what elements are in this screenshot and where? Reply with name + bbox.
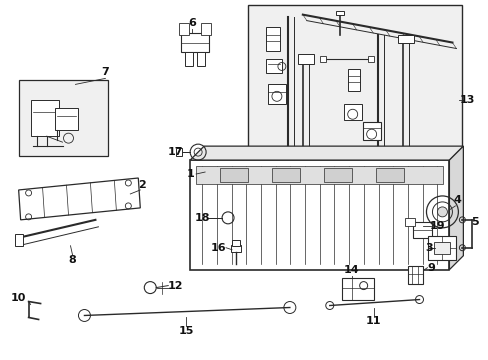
Bar bbox=[185, 53, 193, 67]
Bar bbox=[232, 240, 240, 246]
Polygon shape bbox=[190, 146, 463, 160]
Bar bbox=[335, 11, 343, 15]
Polygon shape bbox=[448, 146, 463, 270]
Text: 4: 4 bbox=[452, 195, 460, 205]
Bar bbox=[319, 57, 325, 62]
Bar bbox=[201, 23, 211, 35]
Text: 13: 13 bbox=[459, 95, 474, 105]
Text: 17: 17 bbox=[167, 147, 183, 157]
Bar bbox=[55, 108, 78, 130]
Bar bbox=[265, 59, 281, 73]
Text: 11: 11 bbox=[365, 316, 381, 327]
Bar bbox=[341, 278, 373, 300]
Bar bbox=[323, 168, 351, 182]
Bar bbox=[197, 53, 204, 67]
Bar bbox=[407, 266, 423, 284]
Bar bbox=[19, 80, 108, 156]
Text: 16: 16 bbox=[210, 243, 225, 253]
Bar bbox=[367, 57, 373, 62]
Bar bbox=[196, 166, 443, 184]
Bar bbox=[31, 100, 59, 136]
Bar bbox=[427, 236, 455, 260]
Text: 2: 2 bbox=[138, 180, 146, 190]
Bar bbox=[247, 5, 462, 196]
Bar bbox=[297, 54, 313, 64]
Bar bbox=[362, 122, 380, 140]
Text: 3: 3 bbox=[425, 243, 432, 253]
Text: 19: 19 bbox=[429, 221, 445, 231]
Bar bbox=[179, 23, 189, 35]
Text: 6: 6 bbox=[188, 18, 196, 28]
Bar bbox=[271, 168, 299, 182]
Text: 18: 18 bbox=[194, 213, 209, 223]
Text: 1: 1 bbox=[186, 169, 194, 179]
Polygon shape bbox=[19, 178, 140, 220]
Bar bbox=[343, 104, 361, 120]
Bar bbox=[181, 32, 209, 53]
Bar bbox=[265, 27, 279, 50]
Bar bbox=[397, 180, 413, 188]
Bar bbox=[347, 69, 359, 91]
Text: 9: 9 bbox=[427, 263, 434, 273]
Text: 8: 8 bbox=[68, 255, 76, 265]
Text: 15: 15 bbox=[178, 327, 193, 336]
Bar bbox=[230, 245, 241, 252]
Bar bbox=[220, 168, 247, 182]
Text: 14: 14 bbox=[343, 265, 359, 275]
Bar bbox=[412, 222, 431, 238]
Bar bbox=[15, 234, 22, 246]
Bar bbox=[404, 218, 414, 226]
Text: 7: 7 bbox=[102, 67, 109, 77]
Bar bbox=[297, 174, 313, 184]
Bar bbox=[375, 168, 403, 182]
Bar bbox=[190, 160, 448, 270]
Text: 10: 10 bbox=[11, 293, 26, 302]
Bar bbox=[176, 148, 182, 156]
Text: 5: 5 bbox=[470, 217, 478, 227]
Bar bbox=[397, 35, 413, 42]
Text: 12: 12 bbox=[167, 280, 183, 291]
Bar bbox=[267, 84, 285, 104]
Circle shape bbox=[437, 207, 447, 217]
Bar bbox=[433, 242, 449, 254]
